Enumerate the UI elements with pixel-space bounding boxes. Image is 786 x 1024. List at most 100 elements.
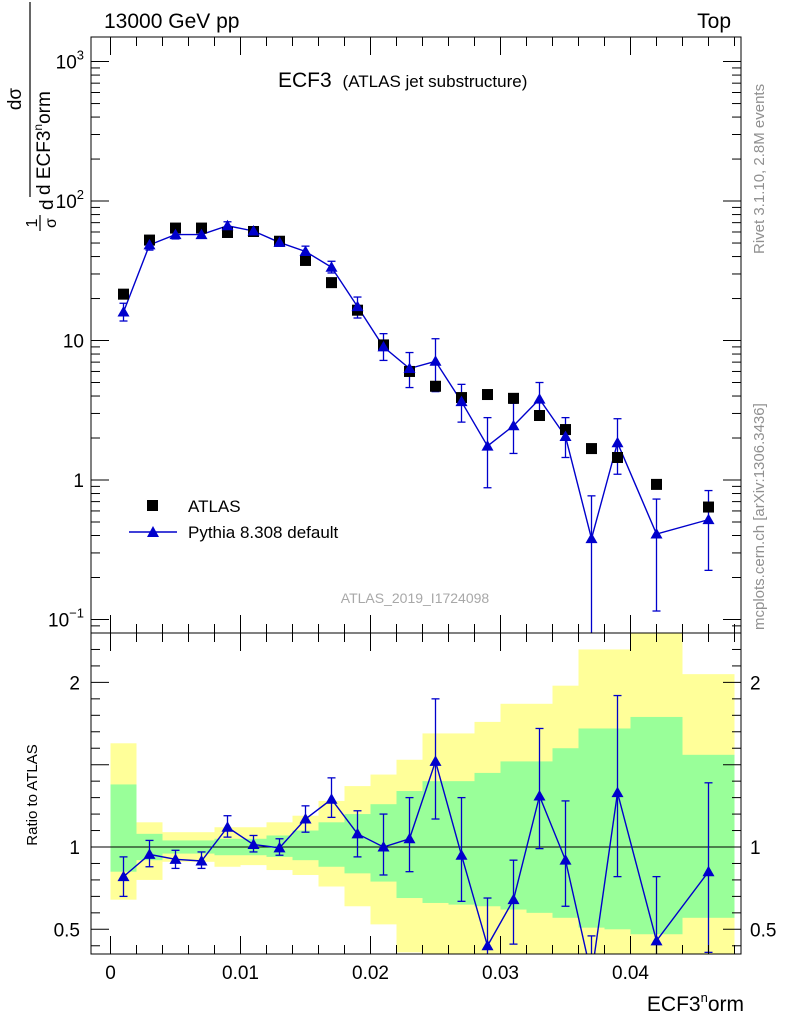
ratio-data-point <box>507 893 520 905</box>
main-data-marks <box>117 219 715 633</box>
ratio-x-ticks: 0 0.01 0.02 0.03 0.04 <box>105 633 735 984</box>
ratio-data-point <box>533 789 546 801</box>
mc-data-point <box>143 238 156 250</box>
ylabel-norm-denominator: σ <box>43 218 60 228</box>
ratio-x-tick-label: 0 <box>105 963 116 984</box>
mc-data-point <box>325 261 338 272</box>
main-y-tick-label: 10−1 <box>48 605 84 631</box>
rivet-version-label: Rivet 3.1.10, 2.8M events <box>751 84 768 254</box>
ratio-x-tick-label: 0.01 <box>222 963 259 984</box>
main-x-ticks <box>110 37 735 633</box>
mc-data-point <box>585 532 598 544</box>
ratio-data-point <box>221 821 234 832</box>
mc-data-point <box>455 395 468 407</box>
atlas-data-point <box>196 222 207 234</box>
ylabel-prefix-d: d <box>37 199 58 210</box>
main-panel-frame <box>90 36 742 634</box>
mc-data-point <box>650 528 663 539</box>
atlas-data-point <box>118 288 129 300</box>
atlas-data-point <box>586 443 597 455</box>
atlas-data-point <box>222 226 233 238</box>
x-axis-label: ECF3norm <box>647 990 744 1016</box>
legend-marker-atlas <box>147 500 158 511</box>
ratio-x-tick-label: 0.03 <box>482 963 519 984</box>
mc-data-point <box>559 430 572 442</box>
mc-data-point <box>611 436 624 448</box>
ratio-data-point <box>273 841 286 853</box>
ratio-data-point <box>169 853 182 864</box>
main-y-tick-label: 10 <box>63 332 84 353</box>
ratio-y-tick-label-right: 1 <box>750 838 761 859</box>
ratio-x-tick-label: 0.04 <box>612 963 649 984</box>
legend: ATLAS Pythia 8.308 default <box>129 497 339 542</box>
main-y-tick-label: 1 <box>73 471 84 492</box>
ratio-y-tick-label-right: 0.5 <box>750 920 776 941</box>
main-y-tick-label: 102 <box>56 187 84 213</box>
uncertainty-band-inner <box>318 822 345 867</box>
mc-data-point <box>351 300 364 312</box>
analysis-id-label: ATLAS_2019_I1724098 <box>341 590 490 606</box>
mc-data-point <box>117 306 130 317</box>
mc-data-point <box>507 419 520 431</box>
ratio-data-point <box>455 849 468 860</box>
ratio-data-point <box>117 870 130 882</box>
uncertainty-band-inner <box>474 772 501 907</box>
uncertainty-band-inner <box>578 728 605 928</box>
ratio-data-point <box>403 832 416 844</box>
ratio-data-point <box>325 793 338 804</box>
atlas-data-point <box>703 501 714 513</box>
ratio-data-point <box>429 755 442 766</box>
plot-subtitle: (ATLAS jet substructure) <box>343 72 528 91</box>
ylabel-denominator: d ECF3norm <box>31 91 55 195</box>
legend-label-pythia: Pythia 8.308 default <box>188 523 339 542</box>
ratio-y-axis-label: Ratio to ATLAS <box>24 744 41 845</box>
mc-data-point <box>533 393 546 404</box>
plot-title: ECF3 (ATLAS jet substructure) <box>278 69 527 92</box>
legend-marker-pythia <box>147 526 159 537</box>
legend-label-atlas: ATLAS <box>188 497 241 516</box>
uncertainty-band-inner <box>292 830 319 861</box>
ratio-y-tick-label-right: 2 <box>750 673 761 694</box>
mc-data-point <box>403 362 416 374</box>
ylabel-norm-numerator: 1 <box>24 218 41 227</box>
ylabel-denominator-sup: n <box>31 124 45 131</box>
atlas-data-point <box>534 410 545 422</box>
ratio-data-point <box>377 841 390 852</box>
atlas-data-point <box>430 380 441 392</box>
ylabel-numerator: dσ <box>5 88 26 111</box>
mc-data-point <box>273 236 286 247</box>
ratio-y-tick-label: 1 <box>69 838 80 859</box>
mc-data-point <box>299 245 312 256</box>
ratio-series-line <box>123 759 710 954</box>
atlas-data-point <box>170 222 181 234</box>
ratio-panel-frame <box>90 632 742 955</box>
ratio-data-point <box>650 934 663 946</box>
ratio-data-point <box>611 786 624 798</box>
ratio-data-point <box>143 848 156 859</box>
ratio-data-point <box>702 865 715 877</box>
ratio-panel: 0.5 0.5 1 1 2 2 0 0.01 0.02 0.03 0.04 Ratio to AT… <box>24 632 776 1016</box>
process-label: Top <box>697 10 731 33</box>
mc-data-point <box>377 340 390 352</box>
ratio-y-tick-label: 2 <box>69 673 80 694</box>
atlas-data-point <box>560 424 571 436</box>
main-y-tick-label: 103 <box>56 48 84 74</box>
atlas-data-point <box>612 451 623 463</box>
ratio-data-marks <box>117 694 715 980</box>
mc-data-point <box>195 228 208 240</box>
ratio-data-point <box>195 854 208 866</box>
ratio-data-point <box>586 969 598 980</box>
ratio-y-ticks: 0.5 0.5 1 1 2 2 <box>54 632 776 947</box>
mc-data-point <box>169 228 182 240</box>
ratio-data-point <box>299 813 312 824</box>
main-y-axis-label: 1 σ d dσ d ECF3norm <box>5 2 60 231</box>
mcplots-source-label: mcplots.cern.ch [arXiv:1306.3436] <box>751 403 768 630</box>
atlas-data-point <box>651 478 662 490</box>
ratio-data-point <box>481 939 494 951</box>
atlas-data-point <box>508 392 519 404</box>
atlas-data-point <box>326 277 337 289</box>
ratio-x-tick-label: 0.02 <box>352 963 389 984</box>
